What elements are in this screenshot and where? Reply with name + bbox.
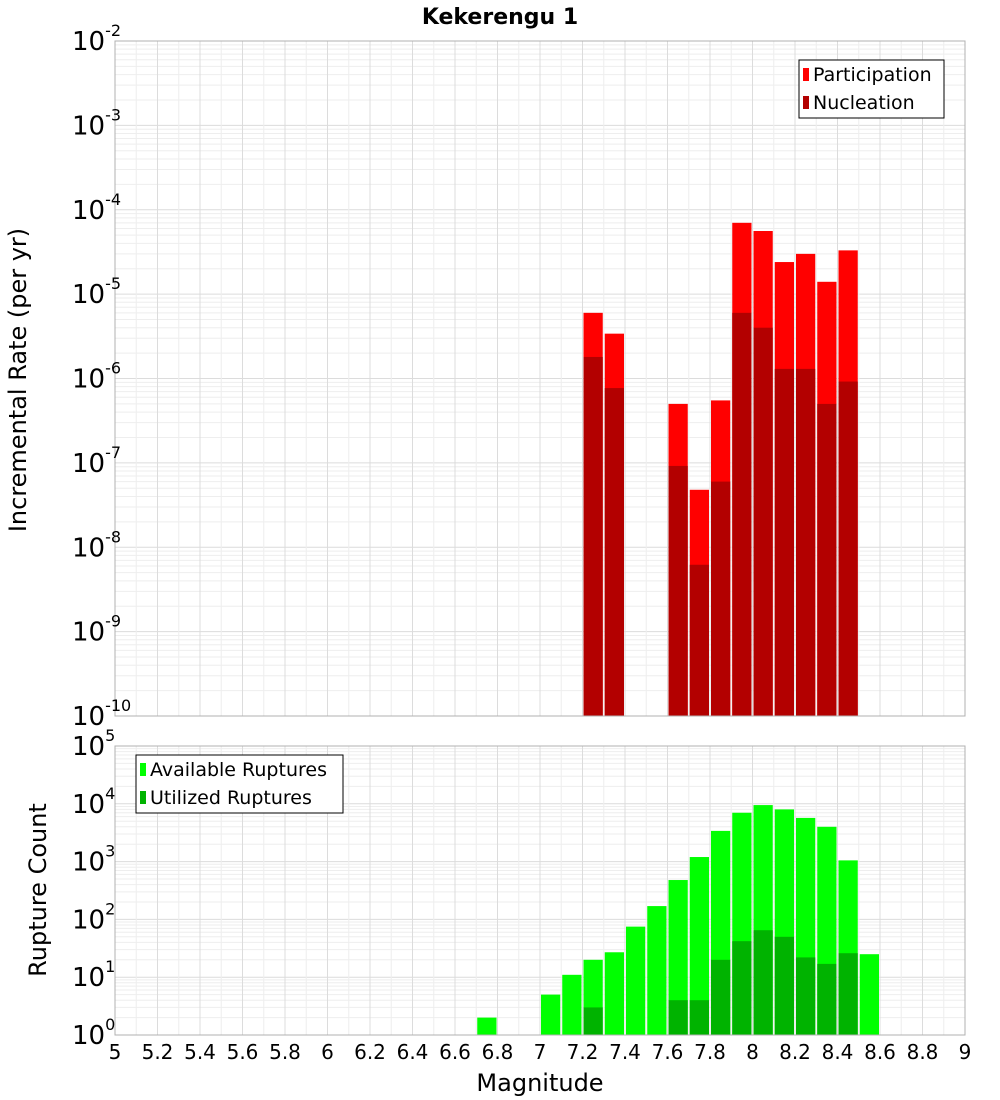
available-ruptures-bar <box>689 857 709 1035</box>
nucleation-bar <box>689 564 709 716</box>
participation-legend-swatch <box>803 68 809 81</box>
available-ruptures-bar <box>668 880 688 1035</box>
count-y-tick-label: 102 <box>72 899 115 935</box>
count-legend-box <box>135 754 344 814</box>
available-ruptures-legend-swatch <box>140 763 146 776</box>
x-tick-label: 8.6 <box>864 1040 896 1064</box>
count-bars <box>477 805 879 1035</box>
nucleation-bar <box>583 356 603 716</box>
nucleation-bar <box>711 481 731 716</box>
rate-bars <box>583 222 858 717</box>
x-tick-label: 5.4 <box>184 1040 216 1064</box>
available-ruptures-bar <box>541 994 561 1035</box>
x-tick-label: 5.8 <box>269 1040 301 1064</box>
x-tick-label: 7.2 <box>567 1040 599 1064</box>
rate-panel: 10-10 10-9 10-8 10-7 10-6 10-5 10-4 10-3 10-2 Par… <box>72 21 966 732</box>
count-y-tick-label: 101 <box>72 957 115 993</box>
utilized-ruptures-bar <box>583 1007 603 1035</box>
available-ruptures-bar <box>604 952 624 1035</box>
utilized-ruptures-bar <box>817 963 837 1035</box>
available-ruptures-bar <box>477 1017 497 1035</box>
x-tick-label: 7.6 <box>652 1040 684 1064</box>
x-tick-label: 5 <box>109 1040 122 1064</box>
count-y-tick-label: 104 <box>72 784 115 820</box>
count-plot-border <box>114 745 966 1036</box>
rate-legend: Participation Nucleation <box>798 59 945 119</box>
x-tick-label: 5.2 <box>142 1040 174 1064</box>
participation-legend-label: Participation <box>813 64 932 86</box>
x-tick-label: 7.4 <box>609 1040 641 1064</box>
utilized-ruptures-bar <box>796 957 816 1035</box>
rate-y-tick-label: 10-8 <box>72 527 121 563</box>
nucleation-legend-label: Nucleation <box>813 92 915 114</box>
x-tick-label: 6.8 <box>482 1040 514 1064</box>
nucleation-bar <box>604 388 624 716</box>
x-tick-label: 8.8 <box>907 1040 939 1064</box>
rate-y-tick-label: 10-2 <box>72 21 121 57</box>
rate-gridlines <box>114 40 966 717</box>
rate-y-tick-label: 10-3 <box>72 105 121 141</box>
x-tick-label: 6.2 <box>354 1040 386 1064</box>
x-tick-label: 7 <box>534 1040 547 1064</box>
nucleation-bar <box>817 403 837 716</box>
utilized-ruptures-bar <box>753 930 773 1035</box>
rate-y-axis-label: Incremental Rate (per yr) <box>4 228 32 532</box>
rate-y-tick-label: 10-9 <box>72 612 121 648</box>
nucleation-bar <box>774 368 794 716</box>
x-tick-label: 9 <box>959 1040 972 1064</box>
x-axis-label: Magnitude <box>476 1069 603 1097</box>
available-ruptures-legend-label: Available Ruptures <box>150 759 327 781</box>
x-tick-label: 8 <box>746 1040 759 1064</box>
utilized-ruptures-bar <box>732 941 752 1035</box>
utilized-ruptures-bar <box>689 1000 709 1035</box>
rate-plot-border <box>114 40 966 717</box>
nucleation-legend-swatch <box>803 96 809 109</box>
x-tick-label: 7.8 <box>694 1040 726 1064</box>
utilized-ruptures-bar <box>838 953 858 1035</box>
rate-legend-box <box>798 59 945 119</box>
count-y-tick-label: 100 <box>72 1015 115 1051</box>
utilized-ruptures-legend-label: Utilized Ruptures <box>150 787 312 809</box>
x-tick-label: 6.6 <box>439 1040 471 1064</box>
available-ruptures-bar <box>626 926 646 1035</box>
count-y-axis-label: Rupture Count <box>24 803 52 977</box>
nucleation-bar <box>838 381 858 716</box>
available-ruptures-bar <box>859 954 879 1035</box>
utilized-ruptures-bar <box>774 936 794 1035</box>
count-y-tick-label: 103 <box>72 842 115 878</box>
utilized-ruptures-bar <box>668 1000 688 1035</box>
count-legend: Available Ruptures Utilized Ruptures <box>135 754 344 814</box>
utilized-ruptures-bar <box>711 959 731 1035</box>
rate-y-tick-label: 10-6 <box>72 359 121 395</box>
rate-y-tick-label: 10-4 <box>72 190 121 226</box>
available-ruptures-bar <box>562 974 582 1035</box>
nucleation-bar <box>796 368 816 716</box>
chart-title: Kekerengu 1 <box>422 5 578 30</box>
rate-y-tick-label: 10-7 <box>72 443 121 479</box>
nucleation-bar <box>753 327 773 716</box>
rate-y-tick-label: 10-10 <box>72 696 131 732</box>
x-tick-label: 8.2 <box>779 1040 811 1064</box>
x-tick-label: 5.6 <box>227 1040 259 1064</box>
x-tick-label: 6 <box>321 1040 334 1064</box>
available-ruptures-bar <box>647 906 667 1035</box>
x-tick-label: 8.4 <box>822 1040 854 1064</box>
utilized-ruptures-legend-swatch <box>140 791 146 804</box>
rate-y-tick-label: 10-5 <box>72 274 121 310</box>
count-y-tick-label: 105 <box>72 726 115 762</box>
x-tick-label: 6.4 <box>397 1040 429 1064</box>
count-panel: 100 101 102 103 104 105 5 5.2 5.4 5.6 5.8 6 6.2 6.4 6.… <box>72 726 971 1064</box>
nucleation-bar <box>668 465 688 716</box>
nucleation-bar <box>732 312 752 716</box>
